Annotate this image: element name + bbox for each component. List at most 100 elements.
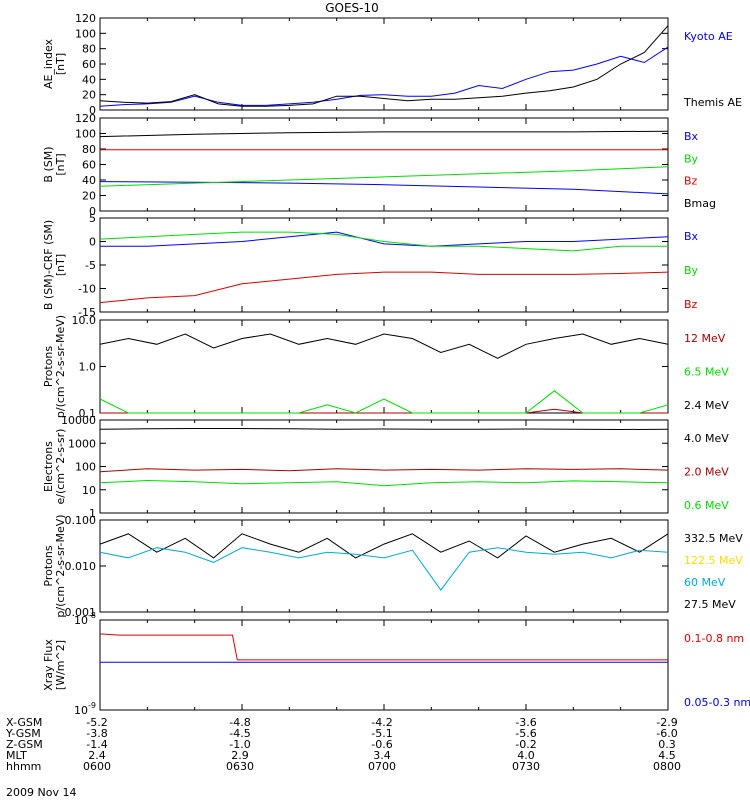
- footer-row: Z-GSM -1.4 -1.0 -0.6 -0.2 0.3: [6, 738, 746, 751]
- series-line: [99, 25, 669, 107]
- footer-row: hhmm 0600 0630 0700 0730 0800: [6, 760, 746, 773]
- chart-panel: -15 -10 -5 0 5 B (SM)-CRF (SM) [nT] Bx By Bz: [42, 212, 699, 319]
- y-tick-exponent: -8: [88, 611, 96, 620]
- footer-row-value: -6.0: [656, 727, 678, 740]
- legend-entry: 60 MeV: [684, 576, 726, 589]
- footer-row-value: 3.4: [373, 749, 391, 762]
- footer-row: MLT 2.4 2.9 3.4 4.0 4.5: [6, 749, 746, 762]
- y-tick-label: 20: [82, 190, 96, 203]
- series-line: [99, 479, 669, 487]
- footer-row-value: -5.1: [371, 727, 393, 740]
- legend-entry: 27.5 MeV: [684, 598, 736, 611]
- footer-row-value: -5.2: [86, 716, 108, 729]
- y-tick-label: 80: [82, 43, 96, 56]
- y-tick-label: 0: [89, 236, 96, 249]
- series-line: [99, 547, 669, 591]
- panel-frame: [99, 519, 669, 613]
- y-tick-label: 120: [75, 112, 96, 125]
- legend-entry: 6.5 MeV: [684, 366, 729, 379]
- series-line: [99, 633, 668, 661]
- chart-panel: 10-9 10-8 Xray Flux [W/m^2] 0.1-0.8 nm 0.05-0…: [42, 611, 750, 716]
- footer-row-value: 0730: [512, 760, 540, 773]
- footer-row-value: -4.5: [229, 727, 251, 740]
- legend-entry: Bx: [684, 230, 699, 243]
- orbit-footer: X-GSM -5.2 -4.8 -4.2 -3.6 -2.9 Y-GSM -3.8 -4.5 -5…: [6, 716, 746, 800]
- y-tick-label: 10.0: [72, 314, 97, 327]
- footer-row-value: 0.3: [658, 738, 676, 751]
- y-axis-label: [nT]: [54, 53, 67, 75]
- y-tick-label: 1000: [68, 437, 96, 450]
- legend-entry: 122.5 MeV: [684, 554, 743, 567]
- legend-entry: By: [684, 152, 699, 165]
- chart-panel: 0.001 0.010 0.100 Protons p/(cm^2-s-sr-MeV) 3…: [42, 514, 743, 619]
- series-line: [99, 130, 669, 138]
- footer-row-label: Y-GSM: [6, 727, 41, 740]
- legend-entry: Bmag: [684, 197, 716, 210]
- footer-row: Y-GSM -3.8 -4.5 -5.1 -5.6 -6.0: [6, 727, 746, 740]
- y-tick-label: 0: [89, 104, 96, 117]
- footer-date: 2009 Nov 14: [6, 786, 77, 799]
- y-axis-label: [W/m^2]: [54, 640, 67, 690]
- y-tick-label: 1: [89, 507, 96, 520]
- footer-row-value: 4.5: [658, 749, 676, 762]
- y-tick-label: 5: [89, 212, 96, 225]
- series-line: [99, 468, 669, 473]
- series-line: [99, 428, 669, 431]
- footer-row-value: -3.8: [86, 727, 108, 740]
- y-tick-exponent: -9: [88, 701, 96, 710]
- y-tick-label: 1.0: [79, 361, 97, 374]
- footer-row-label: Z-GSM: [6, 738, 43, 751]
- footer-row-value: -0.6: [371, 738, 393, 751]
- y-axis-label: Electrons: [42, 441, 55, 492]
- y-tick-label: 10-9: [74, 701, 96, 716]
- y-tick-label: -10: [78, 283, 96, 296]
- footer-row-value: -2.9: [656, 716, 678, 729]
- y-tick-label: 40: [82, 73, 96, 86]
- y-tick-label: 60: [82, 58, 96, 71]
- y-tick-label: 0.001: [65, 606, 97, 619]
- footer-row-value: -4.8: [229, 716, 251, 729]
- y-tick-label: 0: [89, 205, 96, 218]
- y-tick-label: 0.1: [79, 407, 97, 420]
- footer-row-value: -1.4: [86, 738, 108, 751]
- chart-panel: 1 10 100 1000 10000 Electrons e/(cm^2-s-sr) 4.0…: [42, 414, 729, 520]
- legend-entry: 0.05-0.3 nm: [684, 696, 750, 709]
- footer-row-value: -3.6: [515, 716, 537, 729]
- y-tick-label: 100: [75, 128, 96, 141]
- footer-row-value: -0.2: [515, 738, 537, 751]
- y-tick-label: 40: [82, 174, 96, 187]
- series-line: [99, 181, 669, 195]
- legend-entry: Themis AE: [683, 96, 742, 109]
- panel-frame: [99, 619, 669, 711]
- footer-row: X-GSM -5.2 -4.8 -4.2 -3.6 -2.9: [6, 716, 746, 729]
- footer-row-value: 0630: [226, 760, 254, 773]
- footer-row-value: -4.2: [371, 716, 393, 729]
- footer-row-value: 2.9: [231, 749, 249, 762]
- y-tick-label: 10: [82, 484, 96, 497]
- y-tick-label: 100: [75, 27, 96, 40]
- y-tick-label: 100: [75, 461, 96, 474]
- legend-entry: Kyoto AE: [684, 30, 733, 43]
- footer-row-value: -5.6: [515, 727, 537, 740]
- y-tick-label: 0.100: [65, 514, 97, 527]
- legend-entry: 4.0 MeV: [684, 432, 729, 445]
- legend-entry: Bz: [684, 298, 698, 311]
- y-tick-label: -15: [78, 306, 96, 319]
- y-tick-label: 10-8: [74, 611, 96, 627]
- series-line: [99, 390, 669, 414]
- legend-entry: 0.6 MeV: [684, 499, 729, 512]
- footer-row-value: -1.0: [229, 738, 251, 751]
- y-axis-label: p/(cm^2-s-sr-MeV): [54, 514, 67, 617]
- footer-row-label: hhmm: [6, 760, 42, 773]
- legend-entry: Bz: [684, 175, 698, 188]
- legend-entry: By: [684, 264, 699, 277]
- footer-row-value: 0600: [83, 760, 111, 773]
- panel-frame: [99, 17, 669, 111]
- y-axis-label: p/(cm^2-s-sr-MeV): [54, 315, 67, 418]
- y-axis-label: [nT]: [54, 254, 67, 276]
- y-tick-label: -5: [85, 259, 96, 272]
- series-line: [99, 166, 669, 187]
